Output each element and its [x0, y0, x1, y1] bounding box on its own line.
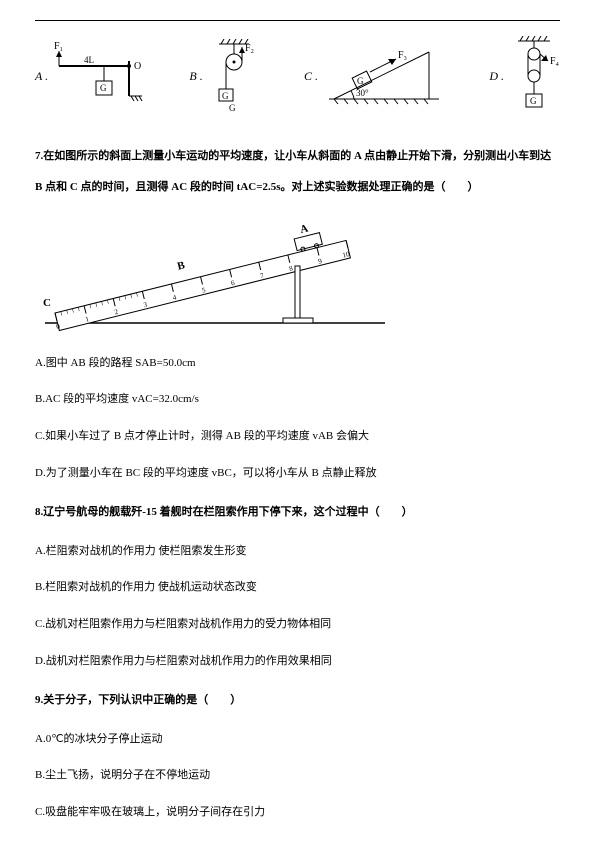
figure-a: A . F₁ 4L O G [35, 41, 144, 111]
q7-option-c: C.如果小车过了 B 点才停止计时，测得 AB 段的平均速度 vAB 会偏大 [35, 421, 560, 452]
q7-stem: 7.在如图所示的斜面上测量小车运动的平均速度，让小车从斜面的 A 点由静止开始下… [35, 141, 560, 203]
incline-icon: 30° G F₃ [324, 44, 444, 109]
svg-text:F₂: F₂ [245, 43, 254, 54]
figure-b: B . F₂ G G [189, 39, 258, 114]
q8-option-c: C.战机对栏阻索作用力与栏阻索对战机作用力的受力物体相同 [35, 609, 560, 640]
q7-ruler-figure: 012345678910 A B C [35, 218, 395, 333]
q7-option-b: B.AC 段的平均速度 vAC=32.0cm/s [35, 384, 560, 415]
svg-text:O: O [134, 61, 141, 72]
q6-figures-row: A . F₁ 4L O G B . F₂ [35, 36, 560, 116]
figure-d-label: D . [489, 69, 504, 84]
q9-stem: 9.关于分子，下列认识中正确的是（ ） [35, 685, 560, 716]
q8-option-b: B.栏阻索对战机的作用力 使战机运动状态改变 [35, 572, 560, 603]
q9-option-c: C.吸盘能牢牢吸在玻璃上，说明分子间存在引力 [35, 797, 560, 828]
pulley-single-icon: F₂ G G [209, 39, 259, 114]
q9-option-b: B.尘土飞扬，说明分子在不停地运动 [35, 760, 560, 791]
figure-d: D . F₄ G [489, 36, 560, 116]
svg-text:4L: 4L [84, 55, 94, 65]
svg-text:F₁: F₁ [54, 41, 63, 52]
svg-text:F₄: F₄ [550, 56, 560, 67]
figure-b-label: B . [189, 69, 202, 84]
ruler-incline-icon: 012345678910 A B C [35, 218, 395, 333]
svg-text:G: G [530, 96, 537, 106]
svg-text:G: G [222, 91, 229, 101]
q8-stem: 8.辽宁号航母的舰载歼-15 着舰时在栏阻索作用下停下来，这个过程中（ ） [35, 497, 560, 528]
svg-text:C: C [43, 297, 51, 309]
figure-c-label: C . [304, 69, 318, 84]
pulley-double-icon: F₄ G [510, 36, 560, 116]
q8-option-d: D.战机对栏阻索作用力与栏阻索对战机作用力的作用效果相同 [35, 646, 560, 677]
q7-option-d: D.为了测量小车在 BC 段的平均速度 vBC，可以将小车从 B 点静止释放 [35, 458, 560, 489]
q9-option-a: A.0℃的冰块分子停止运动 [35, 724, 560, 755]
q7-option-a: A.图中 AB 段的路程 SAB=50.0cm [35, 348, 560, 379]
svg-text:F₃: F₃ [398, 50, 407, 61]
svg-text:G: G [357, 76, 364, 86]
svg-text:30°: 30° [356, 88, 369, 98]
svg-text:G: G [100, 83, 107, 93]
q8-option-a: A.栏阻索对战机的作用力 使栏阻索发生形变 [35, 536, 560, 567]
svg-text:G: G [229, 103, 236, 113]
svg-text:B: B [176, 259, 187, 273]
figure-a-label: A . [35, 69, 48, 84]
svg-text:A: A [299, 222, 310, 236]
lever-icon: F₁ 4L O G [54, 41, 144, 111]
figure-c: C . 30° G F₃ [304, 44, 444, 109]
top-rule [35, 20, 560, 21]
